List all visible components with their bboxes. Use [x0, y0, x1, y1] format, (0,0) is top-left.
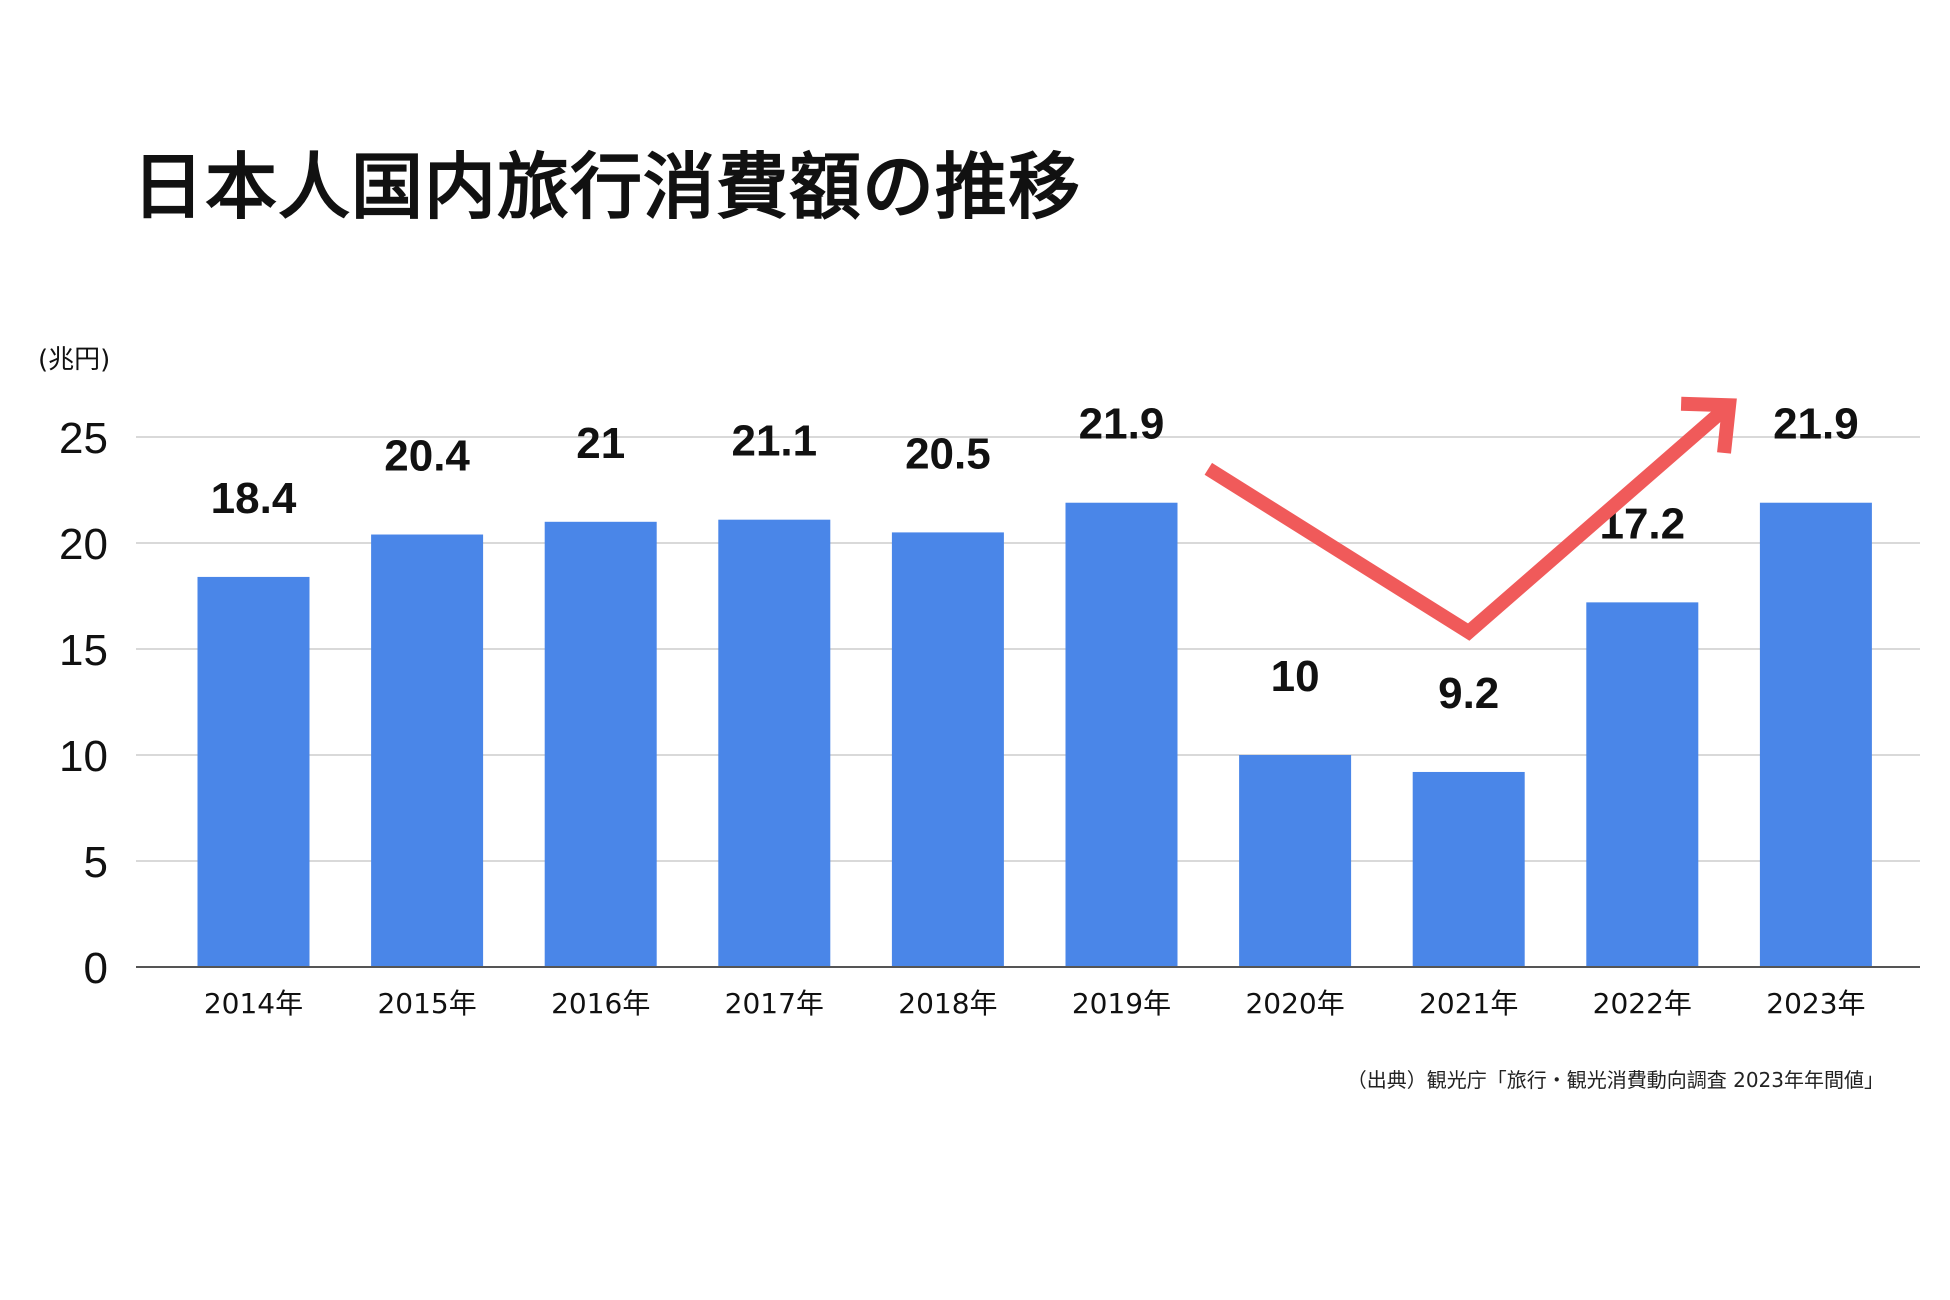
x-tick-label: 2022年 [1593, 987, 1692, 1020]
y-tick-label: 0 [84, 944, 108, 993]
x-tick-label: 2016年 [551, 987, 650, 1020]
bar [1065, 502, 1178, 967]
y-axis-unit-label: (兆円) [38, 345, 110, 375]
bar [371, 534, 484, 967]
x-tick-label: 2019年 [1072, 987, 1171, 1020]
data-label: 20.4 [384, 432, 470, 481]
x-tick-label: 2017年 [725, 987, 824, 1020]
trend-arrow-line [1204, 399, 1734, 641]
y-axis-ticks: 0 5 10 15 20 25 [59, 414, 108, 993]
bar [1239, 755, 1352, 967]
data-label: 21.9 [1773, 400, 1859, 449]
x-axis-ticks: 2014年 2015年 2016年 2017年 2018年 2019年 2020年 2021年… [204, 987, 1866, 1020]
y-tick-label: 20 [59, 520, 108, 569]
data-labels: 18.420.4 21 21.1 20.521.910 9.217.221.9 [211, 400, 1859, 718]
bar [1759, 502, 1872, 967]
y-tick-label: 25 [59, 414, 108, 463]
x-tick-label: 2023年 [1766, 987, 1865, 1020]
bar [891, 532, 1004, 967]
data-label: 21.9 [1079, 400, 1165, 449]
trend-arrow [1204, 396, 1737, 641]
data-label: 9.2 [1438, 669, 1499, 718]
data-label: 10 [1271, 652, 1320, 701]
trend-arrow-head [1680, 396, 1737, 454]
data-label: 21.1 [731, 417, 817, 466]
data-label: 21 [576, 419, 625, 468]
x-tick-label: 2021年 [1419, 987, 1518, 1020]
data-label: 20.5 [905, 429, 991, 478]
bar [544, 521, 657, 967]
x-tick-label: 2014年 [204, 987, 303, 1020]
y-tick-label: 5 [84, 838, 108, 887]
y-tick-label: 15 [59, 626, 108, 675]
y-tick-label: 10 [59, 732, 108, 781]
x-tick-label: 2015年 [377, 987, 476, 1020]
data-label: 18.4 [211, 474, 297, 523]
bar [718, 519, 831, 967]
chart-source-note: （出典）観光庁「旅行・観光消費動向調査 2023年年間値」 [1346, 1068, 1884, 1092]
x-tick-label: 2020年 [1245, 987, 1344, 1020]
bar [1586, 602, 1699, 967]
bar [1412, 771, 1525, 967]
bars [197, 502, 1872, 967]
chart-title: 日本人国内旅行消費額の推移 [132, 145, 1082, 229]
bar [197, 576, 310, 967]
x-tick-label: 2018年 [898, 987, 997, 1020]
